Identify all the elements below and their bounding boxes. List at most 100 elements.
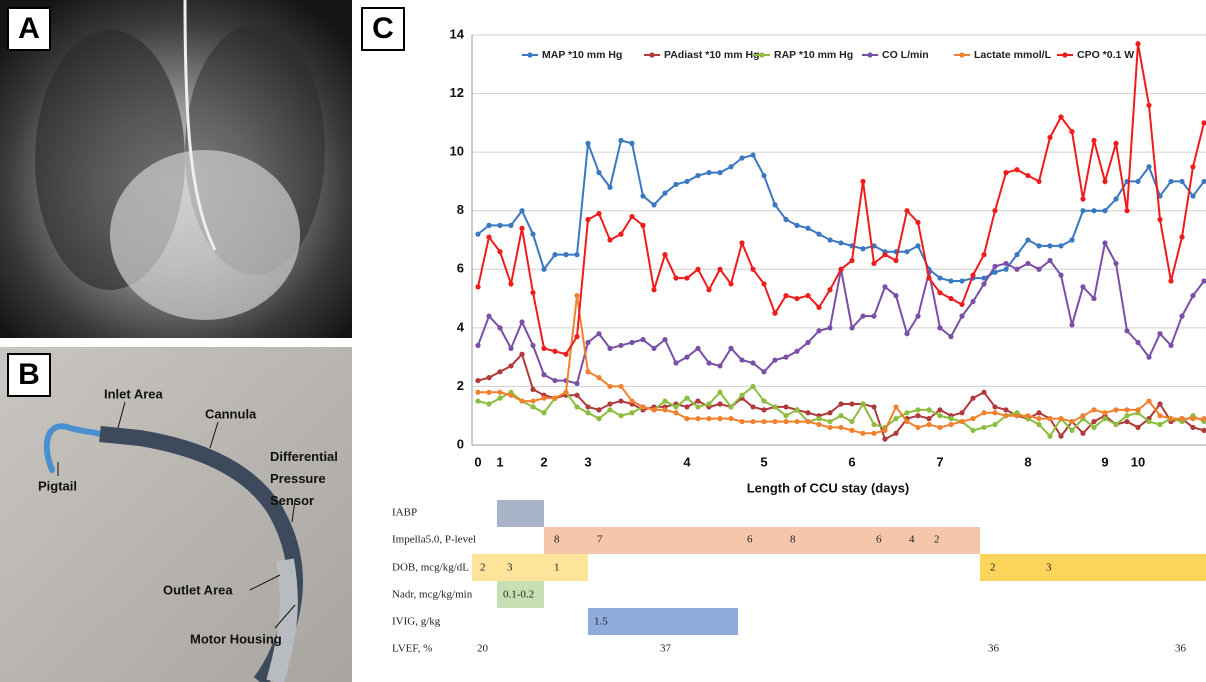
data-point xyxy=(992,422,997,427)
data-point xyxy=(761,281,766,286)
x-tick-label: 6 xyxy=(848,454,855,469)
data-point xyxy=(1124,328,1129,333)
data-point xyxy=(1036,416,1041,421)
data-point xyxy=(992,208,997,213)
legend-marker xyxy=(759,52,764,57)
data-point xyxy=(893,431,898,436)
data-point xyxy=(915,407,920,412)
data-point xyxy=(1113,407,1118,412)
data-point xyxy=(805,226,810,231)
data-point xyxy=(596,375,601,380)
data-point xyxy=(904,410,909,415)
data-point xyxy=(926,422,931,427)
data-point xyxy=(1179,179,1184,184)
data-point xyxy=(827,325,832,330)
data-point xyxy=(739,393,744,398)
data-point xyxy=(1179,416,1184,421)
data-point xyxy=(1113,141,1118,146)
data-point xyxy=(530,232,535,237)
panel-b: B Inlet Area Cannula DifferentialPressur… xyxy=(0,347,352,682)
data-point xyxy=(684,355,689,360)
data-point xyxy=(1025,261,1030,266)
data-point xyxy=(717,416,722,421)
data-point xyxy=(827,237,832,242)
data-point xyxy=(915,243,920,248)
data-point xyxy=(1091,425,1096,430)
data-point xyxy=(948,334,953,339)
data-point xyxy=(1058,416,1063,421)
data-point xyxy=(970,416,975,421)
iabp-bar xyxy=(497,500,544,527)
data-point xyxy=(1113,422,1118,427)
data-point xyxy=(772,419,777,424)
data-point xyxy=(673,410,678,415)
data-point xyxy=(871,422,876,427)
data-point xyxy=(618,343,623,348)
data-point xyxy=(508,363,513,368)
data-point xyxy=(1113,261,1118,266)
legend-label: Lactate mmol/L xyxy=(974,49,1052,61)
timeline-label: LVEF, % xyxy=(392,643,432,655)
data-point xyxy=(772,311,777,316)
data-point xyxy=(1168,278,1173,283)
data-point xyxy=(1003,170,1008,175)
data-point xyxy=(893,293,898,298)
timeline-value: 6 xyxy=(747,534,753,546)
data-point xyxy=(970,299,975,304)
x-tick-label: 4 xyxy=(683,454,691,469)
data-point xyxy=(552,378,557,383)
data-point xyxy=(1124,407,1129,412)
data-point xyxy=(717,170,722,175)
data-point xyxy=(860,246,865,251)
data-point xyxy=(1102,416,1107,421)
data-point xyxy=(849,401,854,406)
data-point xyxy=(871,431,876,436)
data-point xyxy=(1146,164,1151,169)
data-point xyxy=(805,410,810,415)
data-point xyxy=(926,416,931,421)
data-point xyxy=(1091,407,1096,412)
data-point xyxy=(1157,422,1162,427)
data-point xyxy=(607,407,612,412)
data-point xyxy=(816,305,821,310)
data-point xyxy=(860,431,865,436)
data-point xyxy=(563,390,568,395)
data-point xyxy=(739,240,744,245)
data-point xyxy=(574,393,579,398)
timeline-value: 8 xyxy=(554,534,560,546)
data-point xyxy=(915,220,920,225)
legend-label: CO L/min xyxy=(882,49,929,61)
data-point xyxy=(860,401,865,406)
data-point xyxy=(761,369,766,374)
data-point xyxy=(1036,410,1041,415)
data-point xyxy=(1190,193,1195,198)
data-point xyxy=(651,202,656,207)
data-point xyxy=(1036,179,1041,184)
data-point xyxy=(1069,237,1074,242)
data-point xyxy=(750,360,755,365)
data-point xyxy=(1190,425,1195,430)
data-point xyxy=(1146,398,1151,403)
data-point xyxy=(805,293,810,298)
x-tick-label: 9 xyxy=(1101,454,1108,469)
data-point xyxy=(508,281,513,286)
data-point xyxy=(585,404,590,409)
data-point xyxy=(871,314,876,319)
data-point xyxy=(849,428,854,433)
data-point xyxy=(1069,419,1074,424)
data-point xyxy=(1058,434,1063,439)
data-point xyxy=(915,425,920,430)
y-tick-label: 10 xyxy=(450,144,464,159)
data-point xyxy=(706,170,711,175)
data-point xyxy=(805,340,810,345)
data-point xyxy=(684,404,689,409)
data-point xyxy=(794,349,799,354)
data-point xyxy=(1069,322,1074,327)
data-point xyxy=(827,425,832,430)
data-point xyxy=(684,396,689,401)
data-point xyxy=(783,217,788,222)
data-point xyxy=(970,428,975,433)
data-point xyxy=(1003,413,1008,418)
data-point xyxy=(1190,293,1195,298)
data-point xyxy=(750,267,755,272)
